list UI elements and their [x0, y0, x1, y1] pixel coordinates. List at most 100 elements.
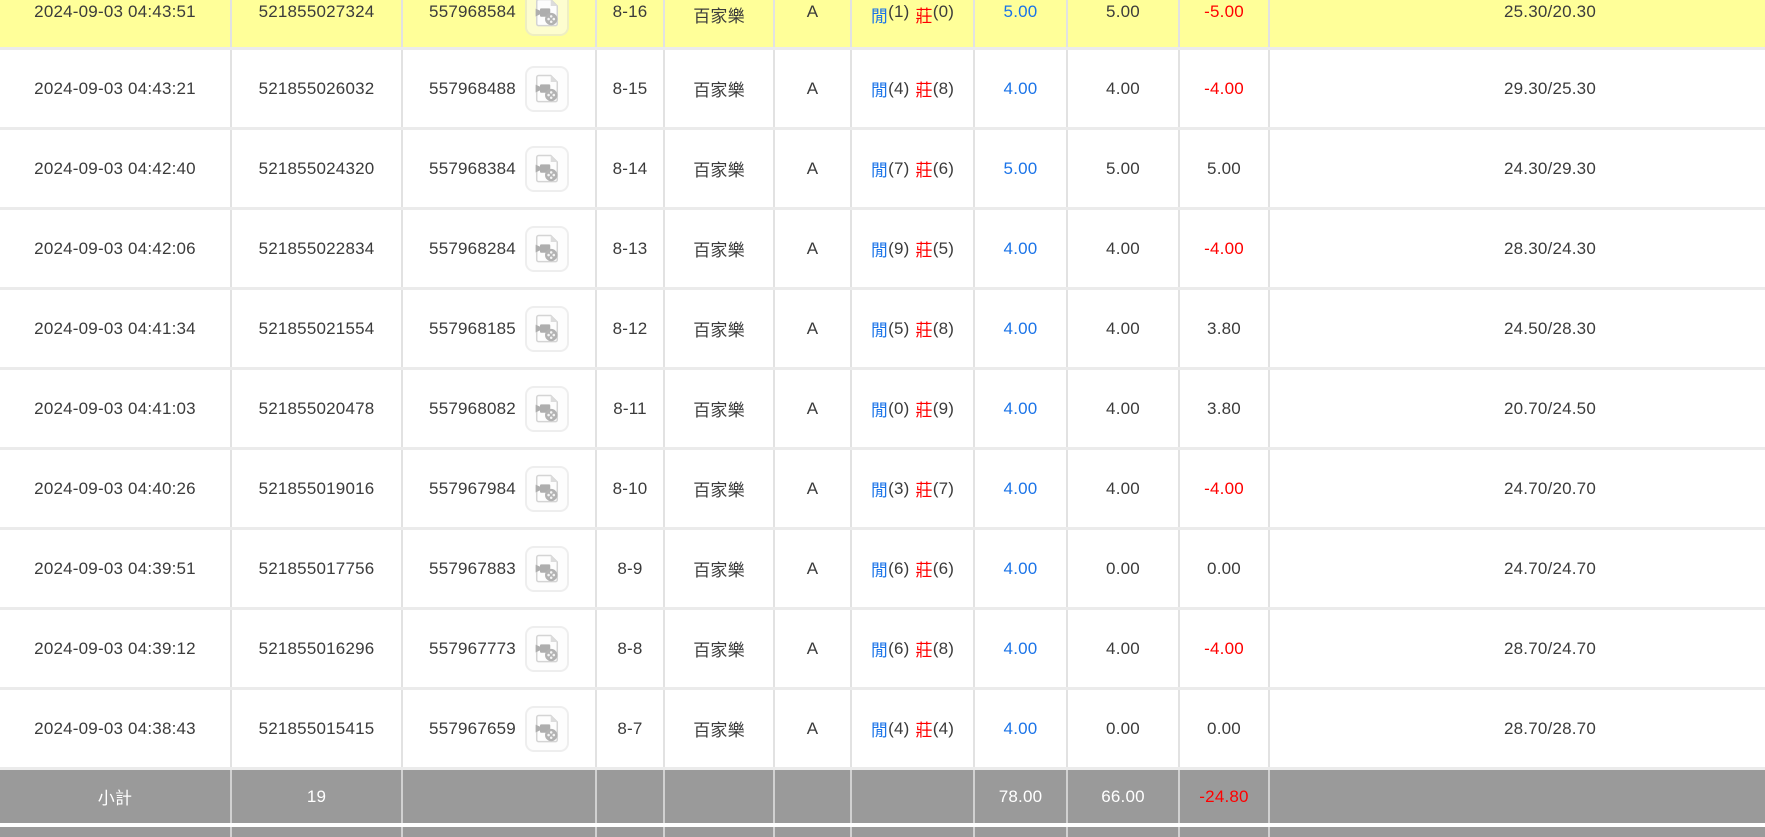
- banker-points: (7): [932, 478, 955, 498]
- bet-amount: 5.00: [975, 0, 1068, 47]
- video-replay-button[interactable]: [524, 545, 569, 592]
- bet-time: 2024-09-03 04:42:40: [0, 130, 232, 207]
- table-row[interactable]: 2024-09-03 04:40:26 521855019016 5579679…: [0, 450, 1765, 530]
- valid-bet-amount: 0.00: [1068, 530, 1180, 607]
- balance-before-after: 28.70/28.70: [1503, 718, 1596, 738]
- round-number: 8-16: [597, 0, 665, 47]
- next-summary-row-edge: [0, 827, 1765, 837]
- game-round-id: 557968185: [429, 318, 516, 338]
- player-label: 閒: [870, 321, 889, 340]
- bet-amount: 4.00: [975, 50, 1068, 127]
- video-replay-button[interactable]: [524, 0, 569, 36]
- valid-bet-amount: 4.00: [1068, 50, 1180, 127]
- subtotal-bet-total: 78.00: [975, 770, 1068, 823]
- player-points: (7): [888, 158, 910, 178]
- edge-cell: [975, 827, 1068, 837]
- subtotal-empty-cell: [403, 770, 597, 823]
- valid-bet-amount: 5.00: [1068, 0, 1180, 47]
- game-round-id: 557968284: [429, 238, 516, 258]
- order-id: 521855020478: [232, 370, 403, 447]
- bet-time: 2024-09-03 04:40:26: [0, 450, 232, 527]
- table-row[interactable]: 2024-09-03 04:39:12 521855016296 5579677…: [0, 610, 1765, 690]
- win-loss: 0.00: [1180, 690, 1270, 767]
- balance-before-after: 25.30/20.30: [1503, 2, 1596, 21]
- win-loss: 0.00: [1180, 530, 1270, 607]
- table-row[interactable]: 2024-09-03 04:39:51 521855017756 5579678…: [0, 530, 1765, 610]
- video-file-icon: [535, 554, 558, 582]
- bet-time: 2024-09-03 04:41:03: [0, 370, 232, 447]
- video-replay-button[interactable]: [524, 305, 569, 352]
- game-round-id-cell: 557968584: [403, 0, 597, 47]
- game-round-id: 557968488: [429, 78, 516, 98]
- banker-label: 莊: [915, 401, 933, 420]
- game-round-id: 557967883: [429, 558, 516, 578]
- video-replay-button[interactable]: [524, 65, 569, 112]
- game-result: 閒 (1) 莊 (0): [852, 0, 975, 47]
- table-row[interactable]: 2024-09-03 04:41:34 521855021554 5579681…: [0, 290, 1765, 370]
- video-file-icon: [535, 474, 558, 502]
- game-name: 百家樂: [665, 610, 775, 687]
- game-name: 百家樂: [665, 690, 775, 767]
- table-row[interactable]: 2024-09-03 04:43:21 521855026032 5579684…: [0, 50, 1765, 130]
- banker-label: 莊: [915, 321, 933, 340]
- subtotal-empty-cell: [775, 770, 852, 823]
- table-row[interactable]: 2024-09-03 04:41:03 521855020478 5579680…: [0, 370, 1765, 450]
- table-row[interactable]: 2024-09-03 04:38:43 521855015415 5579676…: [0, 690, 1765, 770]
- banker-label: 莊: [915, 161, 933, 180]
- table-row[interactable]: 2024-09-03 04:42:06 521855022834 5579682…: [0, 210, 1765, 290]
- game-name: 百家樂: [665, 50, 775, 127]
- video-replay-button[interactable]: [524, 225, 569, 272]
- player-points: (4): [888, 78, 910, 98]
- table-body: 2024-09-03 04:43:51 521855027324 5579685…: [0, 0, 1765, 770]
- round-number: 8-14: [597, 130, 665, 207]
- table-row[interactable]: 2024-09-03 04:43:51 521855027324 5579685…: [0, 0, 1765, 50]
- game-result: 閒 (6) 莊 (8): [852, 610, 975, 687]
- banker-points: (5): [932, 238, 955, 258]
- balance-before-after: 24.70/20.70: [1503, 478, 1596, 498]
- banker-points: (9): [932, 398, 955, 418]
- table-letter: A: [775, 130, 852, 207]
- bet-amount: 4.00: [975, 690, 1068, 767]
- video-replay-button[interactable]: [524, 465, 569, 512]
- game-round-id-cell: 557967883: [403, 530, 597, 607]
- order-id: 521855024320: [232, 130, 403, 207]
- bet-amount: 4.00: [975, 610, 1068, 687]
- order-id: 521855021554: [232, 290, 403, 367]
- video-replay-button[interactable]: [524, 385, 569, 432]
- table-row[interactable]: 2024-09-03 04:42:40 521855024320 5579683…: [0, 130, 1765, 210]
- player-points: (1): [888, 2, 910, 21]
- valid-bet-amount: 4.00: [1068, 610, 1180, 687]
- game-name: 百家樂: [665, 290, 775, 367]
- table-letter: A: [775, 50, 852, 127]
- player-points: (0): [888, 398, 910, 418]
- banker-points: (8): [932, 78, 955, 98]
- edge-cell: [1068, 827, 1180, 837]
- banker-points: (6): [932, 558, 955, 578]
- round-number: 8-7: [597, 690, 665, 767]
- banker-label: 莊: [915, 561, 933, 580]
- order-id: 521855016296: [232, 610, 403, 687]
- game-round-id-cell: 557968284: [403, 210, 597, 287]
- round-number: 8-15: [597, 50, 665, 127]
- banker-points: (8): [932, 638, 955, 658]
- win-loss: 5.00: [1180, 130, 1270, 207]
- video-replay-button[interactable]: [524, 625, 569, 672]
- player-label: 閒: [870, 721, 889, 740]
- video-replay-button[interactable]: [524, 705, 569, 752]
- banker-label: 莊: [915, 241, 933, 260]
- banker-label: 莊: [915, 481, 933, 500]
- game-result: 閒 (3) 莊 (7): [852, 450, 975, 527]
- video-replay-button[interactable]: [524, 145, 569, 192]
- win-loss: -4.00: [1180, 210, 1270, 287]
- banker-label: 莊: [915, 721, 933, 740]
- balance-before-after: 28.30/24.30: [1503, 238, 1596, 258]
- edge-cell: [0, 827, 232, 837]
- game-round-id-cell: 557967659: [403, 690, 597, 767]
- table-letter: A: [775, 530, 852, 607]
- game-name: 百家樂: [665, 0, 775, 47]
- order-id: 521855017756: [232, 530, 403, 607]
- valid-bet-amount: 4.00: [1068, 370, 1180, 447]
- order-id: 521855027324: [232, 0, 403, 47]
- valid-bet-amount: 0.00: [1068, 690, 1180, 767]
- video-file-icon: [535, 714, 558, 742]
